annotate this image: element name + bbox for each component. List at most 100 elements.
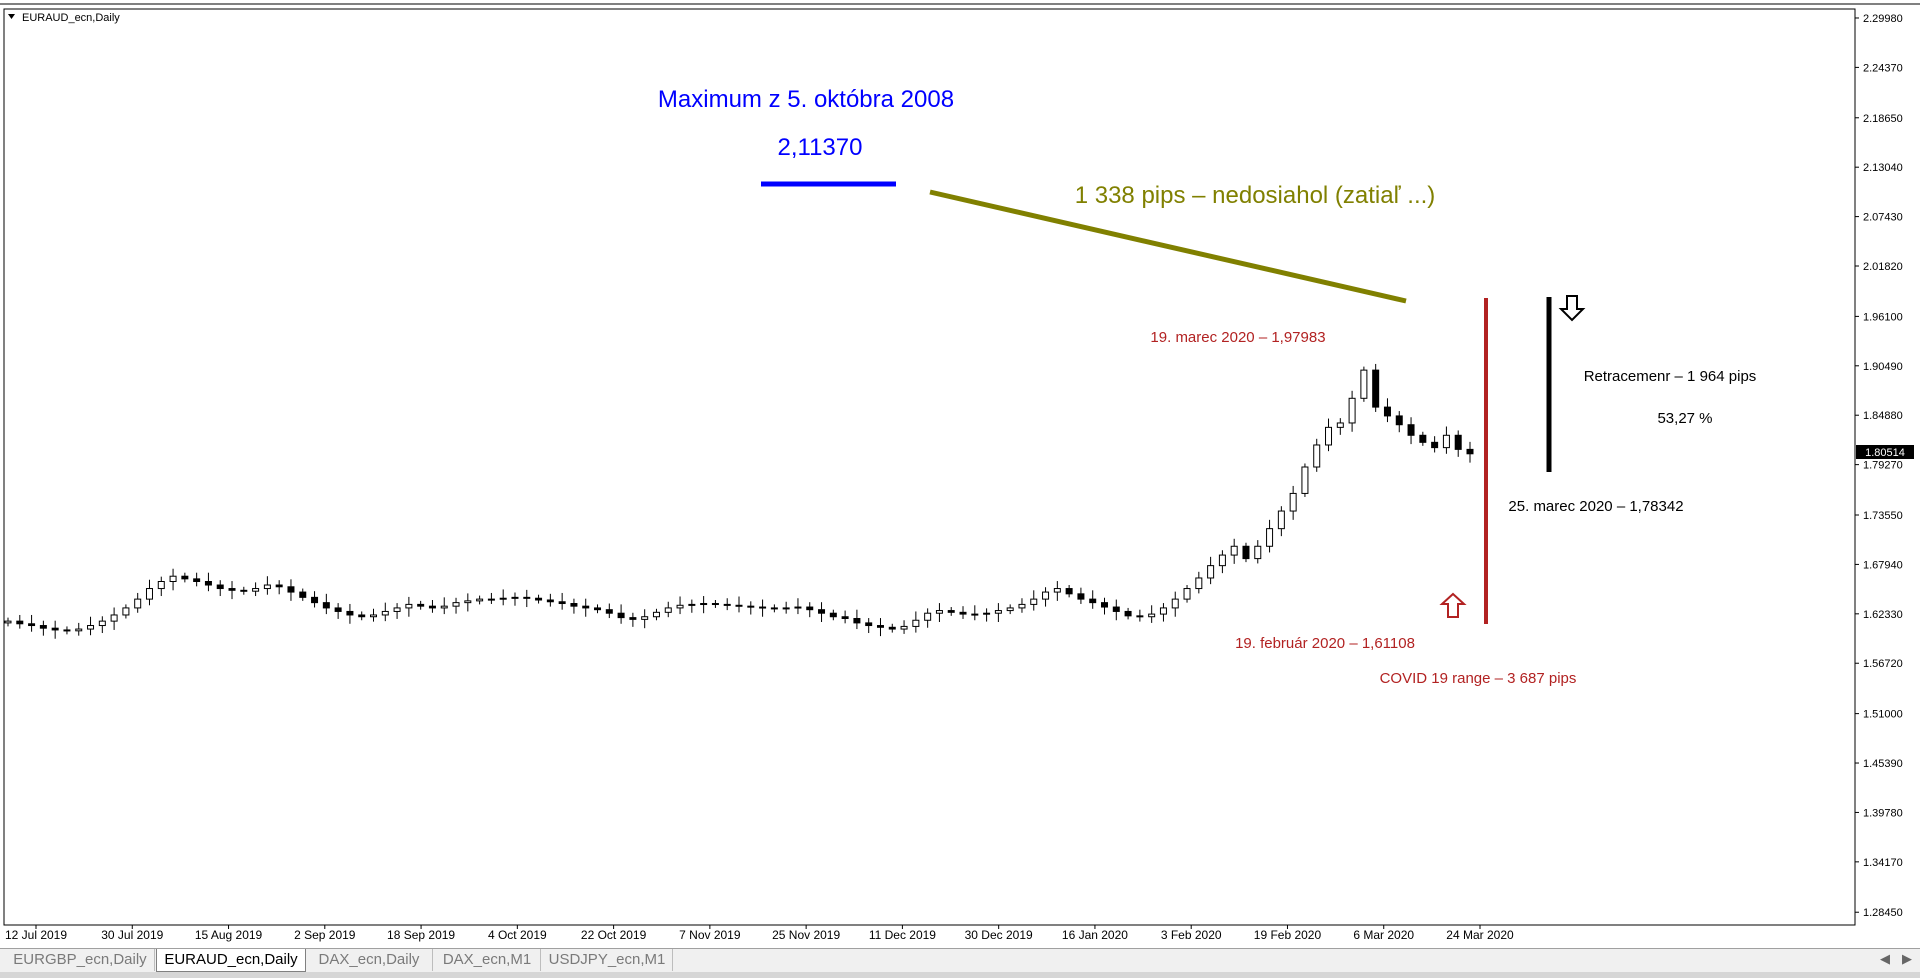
candle-body: [299, 591, 307, 598]
candle-body: [629, 617, 637, 620]
candle-body: [1230, 545, 1238, 556]
candle-body: [983, 612, 991, 615]
annotation-retracement-pct: 53,27 %: [1657, 410, 1712, 427]
candle-body: [617, 612, 625, 619]
candle-body: [275, 584, 283, 588]
candle-body: [700, 603, 708, 606]
status-strip: [0, 972, 1920, 978]
annotation-retracement-low: 25. marec 2020 – 1,78342: [1508, 498, 1683, 515]
candle-body: [723, 603, 731, 606]
candle-body: [193, 578, 201, 582]
candle-body: [145, 588, 153, 600]
candle-body: [216, 584, 224, 590]
candle-body: [1254, 545, 1262, 560]
candle-body: [1277, 510, 1285, 530]
candle-body: [1218, 554, 1226, 567]
time-tick-label: 15 Aug 2019: [195, 928, 263, 942]
tab-eurgbp[interactable]: EURGBP_ecn,Daily: [6, 949, 155, 971]
tab-usdjpy[interactable]: USDJPY_ecn,M1: [542, 949, 673, 971]
scroll-left-icon[interactable]: ◀: [1880, 951, 1890, 966]
candle-body: [16, 620, 24, 625]
annotation-retracement: Retracemenr – 1 964 pips: [1584, 368, 1757, 385]
candle-body: [841, 616, 849, 619]
candle-body: [912, 619, 920, 627]
candle-body: [464, 600, 472, 604]
candle-body: [676, 604, 684, 609]
candle-body: [487, 598, 495, 601]
candle-body: [1407, 424, 1415, 436]
annotation-pips-not-reached: 1 338 pips – nedosiahol (zatiaľ ...): [1075, 182, 1436, 209]
candle-body: [440, 605, 448, 609]
price-tick-label: 1.67940: [1863, 559, 1903, 571]
chart-tab-bar: EURGBP_ecn,Daily EURAUD_ecn,Daily DAX_ec…: [0, 948, 1920, 973]
candle-body: [947, 610, 955, 613]
price-tick-label: 2.24370: [1863, 62, 1903, 74]
price-tick-label: 1.28450: [1863, 907, 1903, 919]
annotation-peak: 19. marec 2020 – 1,97983: [1150, 329, 1325, 346]
tab-euraud[interactable]: EURAUD_ecn,Daily: [156, 949, 306, 972]
price-tick-label: 1.96100: [1863, 311, 1903, 323]
down-arrow-icon: [1558, 295, 1586, 322]
candle-body: [582, 605, 590, 609]
candle-body: [652, 611, 660, 618]
candle-body: [87, 625, 95, 630]
candles-group: [4, 363, 1474, 639]
time-tick-label: 25 Nov 2019: [772, 928, 840, 942]
candle-body: [39, 625, 47, 629]
candle-body: [75, 628, 83, 632]
price-axis: 2.29980 2.24370 2.18650 2.13040 2.07430 2.018…: [1855, 13, 1903, 919]
candle-body: [452, 602, 460, 607]
candle-body: [1360, 369, 1368, 399]
candle-body: [1171, 598, 1179, 609]
time-tick-label: 6 Mar 2020: [1353, 928, 1414, 942]
candle-body: [1372, 369, 1380, 408]
candle-body: [994, 610, 1002, 614]
candle-body: [1112, 606, 1120, 612]
candle-body: [1313, 444, 1321, 468]
tab-dax-m1[interactable]: DAX_ecn,M1: [434, 949, 541, 971]
price-tick-label: 2.01820: [1863, 261, 1903, 273]
candle-body: [594, 607, 602, 611]
price-tick-label: 1.79270: [1863, 460, 1903, 472]
candle-body: [157, 581, 165, 590]
candle-body: [110, 614, 118, 622]
candle-body: [605, 609, 613, 614]
tab-dax-daily[interactable]: DAX_ecn,Daily: [306, 949, 433, 971]
scroll-right-icon[interactable]: ▶: [1902, 951, 1912, 966]
candle-body: [523, 596, 531, 599]
candle-body: [287, 586, 295, 593]
candle-body: [98, 620, 106, 627]
time-tick-label: 18 Sep 2019: [387, 928, 455, 942]
candle-body: [1325, 426, 1333, 446]
price-tick-label: 2.07430: [1863, 212, 1903, 224]
price-chart[interactable]: EURAUD_ecn,Daily 2.299802.243702.186502.…: [0, 0, 1920, 948]
candle-body: [476, 598, 484, 602]
candle-body: [393, 607, 401, 612]
candle-body: [535, 597, 543, 601]
candle-body: [1148, 613, 1156, 618]
collapse-triangle-icon[interactable]: [8, 14, 15, 19]
candle-body: [1101, 602, 1108, 608]
candle-body: [1183, 588, 1191, 600]
candle-body: [829, 612, 837, 618]
candle-body: [806, 606, 814, 611]
time-tick-label: 11 Dec 2019: [869, 928, 936, 942]
candle-body: [511, 596, 519, 599]
candle-body: [1442, 434, 1450, 449]
candle-body: [358, 614, 366, 618]
candle-body: [169, 575, 177, 583]
candle-body: [122, 607, 130, 616]
candle-body: [971, 613, 979, 616]
candle-body: [1466, 448, 1474, 455]
candle-body: [346, 610, 354, 616]
candle-body: [1065, 588, 1073, 595]
candle-body: [641, 616, 649, 620]
candle-body: [688, 603, 696, 606]
candle-body: [263, 584, 271, 590]
candle-body: [334, 607, 342, 612]
candle-body: [1077, 593, 1085, 600]
candle-body: [428, 605, 436, 609]
candle-body: [1348, 397, 1356, 424]
current-price-label: 1.80514: [1865, 447, 1905, 459]
time-tick-label: 19 Feb 2020: [1254, 928, 1322, 942]
